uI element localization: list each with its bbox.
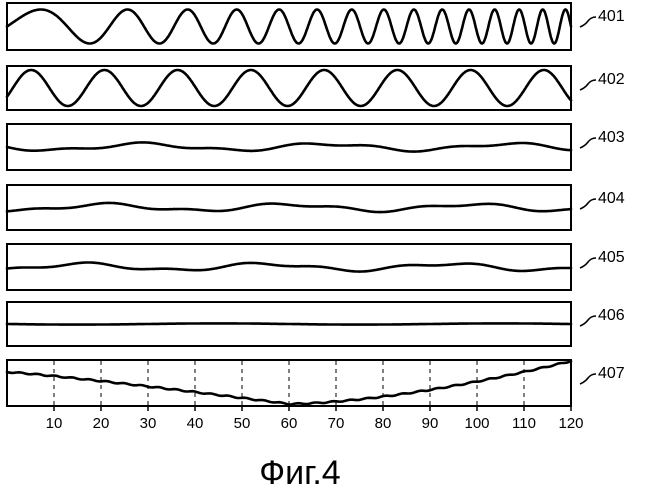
panel-frame: [7, 66, 571, 110]
reference-numeral: 404: [598, 190, 625, 207]
panel-401: 401: [7, 3, 625, 50]
tick-label: 10: [46, 415, 63, 432]
signal-trace-405: [7, 263, 571, 272]
signal-trace-402: [7, 70, 571, 106]
panel-405: 405: [7, 244, 625, 290]
leader-line: [580, 199, 596, 209]
tick-label: 90: [422, 415, 439, 432]
tick-label: 40: [187, 415, 204, 432]
reference-numeral: 407: [598, 365, 625, 382]
signal-trace-403: [7, 142, 571, 151]
tick-label: 60: [281, 415, 298, 432]
reference-numeral: 405: [598, 249, 625, 266]
leader-line: [580, 80, 596, 90]
leader-line: [580, 17, 596, 27]
tick-label: 50: [234, 415, 251, 432]
tick-label: 80: [375, 415, 392, 432]
panel-404: 404: [7, 185, 625, 230]
tick-label: 20: [93, 415, 110, 432]
signal-trace-401: [7, 10, 571, 44]
signal-trace-406: [7, 323, 571, 324]
reference-numeral: 402: [598, 71, 625, 88]
reference-numeral: 406: [598, 307, 625, 324]
panel-406: 406: [7, 302, 625, 346]
panel-frame: [7, 360, 571, 406]
leader-line: [580, 316, 596, 326]
panel-407: 407: [7, 360, 625, 406]
waveform-panels: 401 402 403 404 405 406 407: [7, 3, 625, 406]
panel-402: 402: [7, 66, 625, 110]
reference-numeral: 403: [598, 129, 625, 146]
reference-numeral: 401: [598, 8, 625, 25]
tick-label: 70: [328, 415, 345, 432]
leader-line: [580, 138, 596, 148]
panel-frame: [7, 185, 571, 230]
tick-label: 30: [140, 415, 157, 432]
leader-line: [580, 374, 596, 384]
signal-trace-407: [7, 361, 571, 405]
leader-line: [580, 258, 596, 268]
tick-label: 120: [558, 415, 583, 432]
panel-403: 403: [7, 124, 625, 170]
figure-caption: Фиг.4: [259, 454, 340, 492]
x-axis: 10 20 30 40 50 60 70 80 90 100 110 120: [46, 361, 584, 432]
tick-label: 100: [464, 415, 489, 432]
tick-label: 110: [512, 415, 536, 432]
signal-trace-404: [7, 203, 571, 212]
